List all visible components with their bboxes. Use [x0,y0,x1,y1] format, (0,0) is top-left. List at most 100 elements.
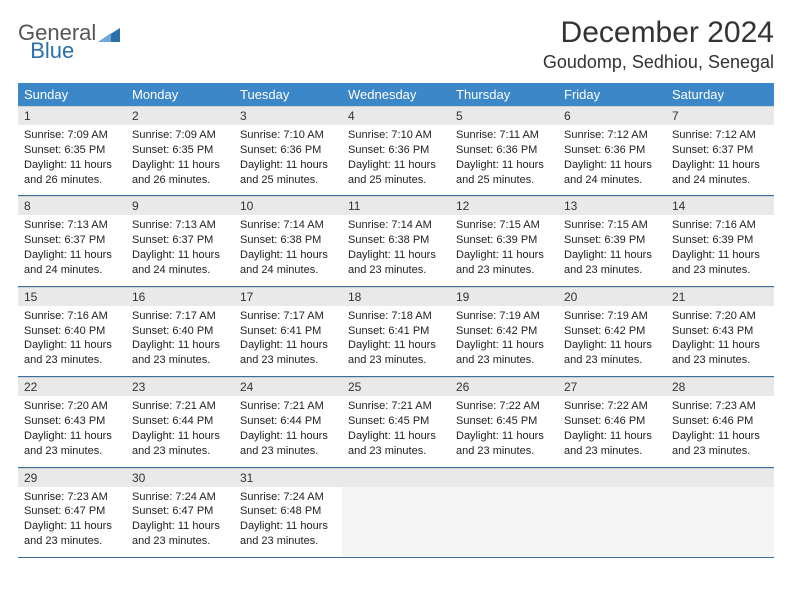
sunset-text: Sunset: 6:36 PM [348,143,444,158]
sunrise-text: Sunrise: 7:16 AM [24,309,120,324]
day-body: Sunrise: 7:24 AMSunset: 6:48 PMDaylight:… [234,487,342,557]
day-body: Sunrise: 7:12 AMSunset: 6:36 PMDaylight:… [558,125,666,195]
day-body: Sunrise: 7:17 AMSunset: 6:41 PMDaylight:… [234,306,342,376]
day-cell: 18Sunrise: 7:18 AMSunset: 6:41 PMDayligh… [342,286,450,376]
week-row: 29Sunrise: 7:23 AMSunset: 6:47 PMDayligh… [18,467,774,557]
day-body: Sunrise: 7:22 AMSunset: 6:46 PMDaylight:… [558,396,666,466]
empty-day-cell [558,467,666,557]
day-cell: 20Sunrise: 7:19 AMSunset: 6:42 PMDayligh… [558,286,666,376]
daylight-text: Daylight: 11 hours and 23 minutes. [564,429,660,459]
daylight-text: Daylight: 11 hours and 23 minutes. [240,429,336,459]
day-cell: 7Sunrise: 7:12 AMSunset: 6:37 PMDaylight… [666,106,774,196]
day-number: 29 [18,468,126,487]
empty-day-cell [450,467,558,557]
sunrise-text: Sunrise: 7:19 AM [564,309,660,324]
sunset-text: Sunset: 6:40 PM [24,324,120,339]
title-block: December 2024 Goudomp, Sedhiou, Senegal [543,16,774,73]
sunset-text: Sunset: 6:41 PM [348,324,444,339]
day-body: Sunrise: 7:11 AMSunset: 6:36 PMDaylight:… [450,125,558,195]
sunset-text: Sunset: 6:36 PM [240,143,336,158]
sunrise-text: Sunrise: 7:21 AM [132,399,228,414]
day-body: Sunrise: 7:10 AMSunset: 6:36 PMDaylight:… [342,125,450,195]
sunrise-text: Sunrise: 7:18 AM [348,309,444,324]
day-number: 2 [126,106,234,125]
day-cell: 17Sunrise: 7:17 AMSunset: 6:41 PMDayligh… [234,286,342,376]
day-body: Sunrise: 7:21 AMSunset: 6:44 PMDaylight:… [126,396,234,466]
day-number: 23 [126,377,234,396]
day-cell: 3Sunrise: 7:10 AMSunset: 6:36 PMDaylight… [234,106,342,196]
day-body: Sunrise: 7:16 AMSunset: 6:39 PMDaylight:… [666,215,774,285]
sunset-text: Sunset: 6:44 PM [240,414,336,429]
daylight-text: Daylight: 11 hours and 24 minutes. [132,248,228,278]
daylight-text: Daylight: 11 hours and 26 minutes. [132,158,228,188]
day-cell: 14Sunrise: 7:16 AMSunset: 6:39 PMDayligh… [666,196,774,286]
day-cell: 13Sunrise: 7:15 AMSunset: 6:39 PMDayligh… [558,196,666,286]
day-number: 6 [558,106,666,125]
day-body: Sunrise: 7:15 AMSunset: 6:39 PMDaylight:… [450,215,558,285]
day-cell: 9Sunrise: 7:13 AMSunset: 6:37 PMDaylight… [126,196,234,286]
logo-text-blue: Blue [18,40,120,62]
month-title: December 2024 [543,16,774,50]
empty-day-cell [666,467,774,557]
day-cell: 30Sunrise: 7:24 AMSunset: 6:47 PMDayligh… [126,467,234,557]
day-number: 25 [342,377,450,396]
day-number: 27 [558,377,666,396]
sunset-text: Sunset: 6:39 PM [672,233,768,248]
sunrise-text: Sunrise: 7:10 AM [240,128,336,143]
sunset-text: Sunset: 6:39 PM [564,233,660,248]
sunset-text: Sunset: 6:37 PM [24,233,120,248]
day-number: 13 [558,196,666,215]
sunrise-text: Sunrise: 7:13 AM [132,218,228,233]
sunrise-text: Sunrise: 7:15 AM [456,218,552,233]
day-number: 1 [18,106,126,125]
day-number: 4 [342,106,450,125]
sunset-text: Sunset: 6:45 PM [348,414,444,429]
logo: General Blue [18,22,120,62]
day-cell: 1Sunrise: 7:09 AMSunset: 6:35 PMDaylight… [18,106,126,196]
day-cell: 21Sunrise: 7:20 AMSunset: 6:43 PMDayligh… [666,286,774,376]
day-body: Sunrise: 7:20 AMSunset: 6:43 PMDaylight:… [666,306,774,376]
week-row: 8Sunrise: 7:13 AMSunset: 6:37 PMDaylight… [18,196,774,286]
day-cell: 5Sunrise: 7:11 AMSunset: 6:36 PMDaylight… [450,106,558,196]
sunrise-text: Sunrise: 7:14 AM [240,218,336,233]
day-header-thursday: Thursday [450,83,558,106]
daylight-text: Daylight: 11 hours and 23 minutes. [240,519,336,549]
sunrise-text: Sunrise: 7:09 AM [24,128,120,143]
sunset-text: Sunset: 6:38 PM [240,233,336,248]
daylight-text: Daylight: 11 hours and 23 minutes. [348,248,444,278]
day-body: Sunrise: 7:23 AMSunset: 6:47 PMDaylight:… [18,487,126,557]
week-row: 22Sunrise: 7:20 AMSunset: 6:43 PMDayligh… [18,377,774,467]
daylight-text: Daylight: 11 hours and 23 minutes. [456,248,552,278]
day-header-monday: Monday [126,83,234,106]
day-number: 31 [234,468,342,487]
sunrise-text: Sunrise: 7:19 AM [456,309,552,324]
day-number: 15 [18,287,126,306]
day-header-tuesday: Tuesday [234,83,342,106]
sunset-text: Sunset: 6:47 PM [24,504,120,519]
day-body: Sunrise: 7:16 AMSunset: 6:40 PMDaylight:… [18,306,126,376]
daylight-text: Daylight: 11 hours and 23 minutes. [240,338,336,368]
daylight-text: Daylight: 11 hours and 23 minutes. [348,338,444,368]
day-body: Sunrise: 7:13 AMSunset: 6:37 PMDaylight:… [126,215,234,285]
day-header-sunday: Sunday [18,83,126,106]
daylight-text: Daylight: 11 hours and 23 minutes. [456,338,552,368]
sunset-text: Sunset: 6:36 PM [564,143,660,158]
daylight-text: Daylight: 11 hours and 24 minutes. [240,248,336,278]
day-body: Sunrise: 7:18 AMSunset: 6:41 PMDaylight:… [342,306,450,376]
sunset-text: Sunset: 6:43 PM [24,414,120,429]
daylight-text: Daylight: 11 hours and 23 minutes. [132,429,228,459]
day-number: 5 [450,106,558,125]
day-body: Sunrise: 7:17 AMSunset: 6:40 PMDaylight:… [126,306,234,376]
sunrise-text: Sunrise: 7:12 AM [672,128,768,143]
day-number: 3 [234,106,342,125]
sunset-text: Sunset: 6:39 PM [456,233,552,248]
sunset-text: Sunset: 6:38 PM [348,233,444,248]
day-cell: 12Sunrise: 7:15 AMSunset: 6:39 PMDayligh… [450,196,558,286]
daylight-text: Daylight: 11 hours and 23 minutes. [24,519,120,549]
daylight-text: Daylight: 11 hours and 23 minutes. [132,338,228,368]
day-body: Sunrise: 7:12 AMSunset: 6:37 PMDaylight:… [666,125,774,195]
day-header-friday: Friday [558,83,666,106]
daylight-text: Daylight: 11 hours and 23 minutes. [564,338,660,368]
empty-day-bar [450,468,558,487]
sunrise-text: Sunrise: 7:09 AM [132,128,228,143]
